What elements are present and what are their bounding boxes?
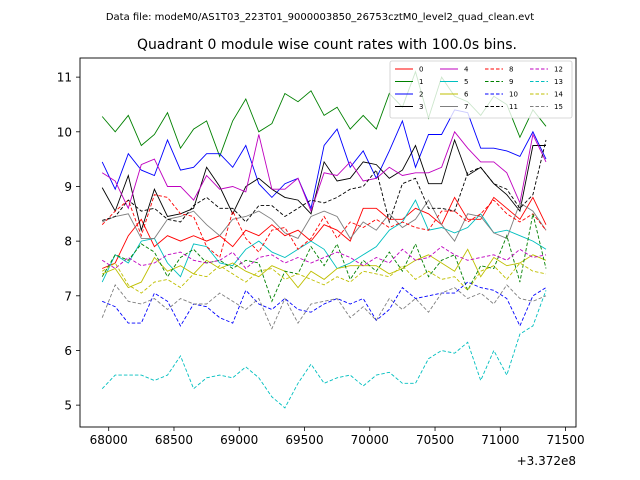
x-tick-label: 68000 bbox=[90, 433, 128, 447]
suptitle: Data file: modeM0/AS1T03_223T01_90000038… bbox=[106, 12, 534, 23]
y-axis: 5 6 7 8 9 10 11 bbox=[57, 71, 80, 413]
series-line-12 bbox=[101, 246, 547, 270]
legend-label-7: 7 bbox=[464, 103, 468, 111]
series-line-3 bbox=[101, 138, 546, 232]
y-tick-label: 5 bbox=[64, 399, 72, 413]
legend-label-2: 2 bbox=[419, 91, 423, 99]
series-line-2 bbox=[101, 109, 547, 210]
x-tick-label: 69000 bbox=[220, 433, 258, 447]
series-line-8 bbox=[101, 194, 547, 259]
series-line-6 bbox=[102, 248, 547, 289]
legend-label-11: 11 bbox=[509, 103, 518, 111]
series-line-9 bbox=[101, 213, 547, 303]
legend-label-3: 3 bbox=[419, 103, 423, 111]
legend-label-1: 1 bbox=[419, 78, 423, 86]
y-tick-label: 9 bbox=[64, 180, 72, 194]
legend-label-15: 15 bbox=[554, 103, 563, 111]
plot-frame bbox=[79, 57, 577, 428]
y-tick-label: 6 bbox=[64, 344, 72, 358]
series-line-0 bbox=[102, 196, 547, 269]
series-layer bbox=[101, 70, 547, 409]
series-line-13 bbox=[101, 290, 547, 409]
legend-box bbox=[389, 60, 573, 119]
legend-label-9: 9 bbox=[509, 78, 513, 86]
legend-label-6: 6 bbox=[464, 91, 469, 99]
y-tick-label: 7 bbox=[64, 289, 72, 303]
x-tick-label: 69500 bbox=[285, 433, 323, 447]
x-tick-label: 70500 bbox=[416, 433, 454, 447]
x-tick-label: 71000 bbox=[481, 433, 519, 447]
series-line-7 bbox=[102, 199, 547, 242]
series-line-5 bbox=[101, 199, 547, 283]
legend-label-10: 10 bbox=[509, 91, 518, 99]
legend-label-12: 12 bbox=[554, 66, 563, 74]
x-offset-label: +3.372e8 bbox=[517, 454, 576, 468]
legend-label-5: 5 bbox=[464, 78, 468, 86]
legend-label-13: 13 bbox=[554, 78, 563, 86]
x-tick-label: 71500 bbox=[546, 433, 584, 447]
legend-label-0: 0 bbox=[419, 66, 423, 74]
series-line-11 bbox=[102, 139, 547, 224]
legend-label-4: 4 bbox=[464, 66, 469, 74]
x-tick-label: 70000 bbox=[351, 433, 389, 447]
y-tick-label: 8 bbox=[64, 235, 72, 249]
legend-label-14: 14 bbox=[554, 91, 563, 99]
y-tick-label: 11 bbox=[57, 71, 72, 85]
y-tick-label: 10 bbox=[57, 125, 72, 139]
x-tick-label: 68500 bbox=[155, 433, 193, 447]
series-line-14 bbox=[101, 262, 547, 294]
series-line-4 bbox=[101, 130, 547, 213]
series-line-15 bbox=[101, 284, 547, 330]
chart-title: Quadrant 0 module wise count rates with … bbox=[137, 37, 517, 53]
legend-label-8: 8 bbox=[509, 66, 513, 74]
x-axis: 68000 68500 69000 69500 70000 70500 71000 71500 bbox=[90, 427, 585, 447]
